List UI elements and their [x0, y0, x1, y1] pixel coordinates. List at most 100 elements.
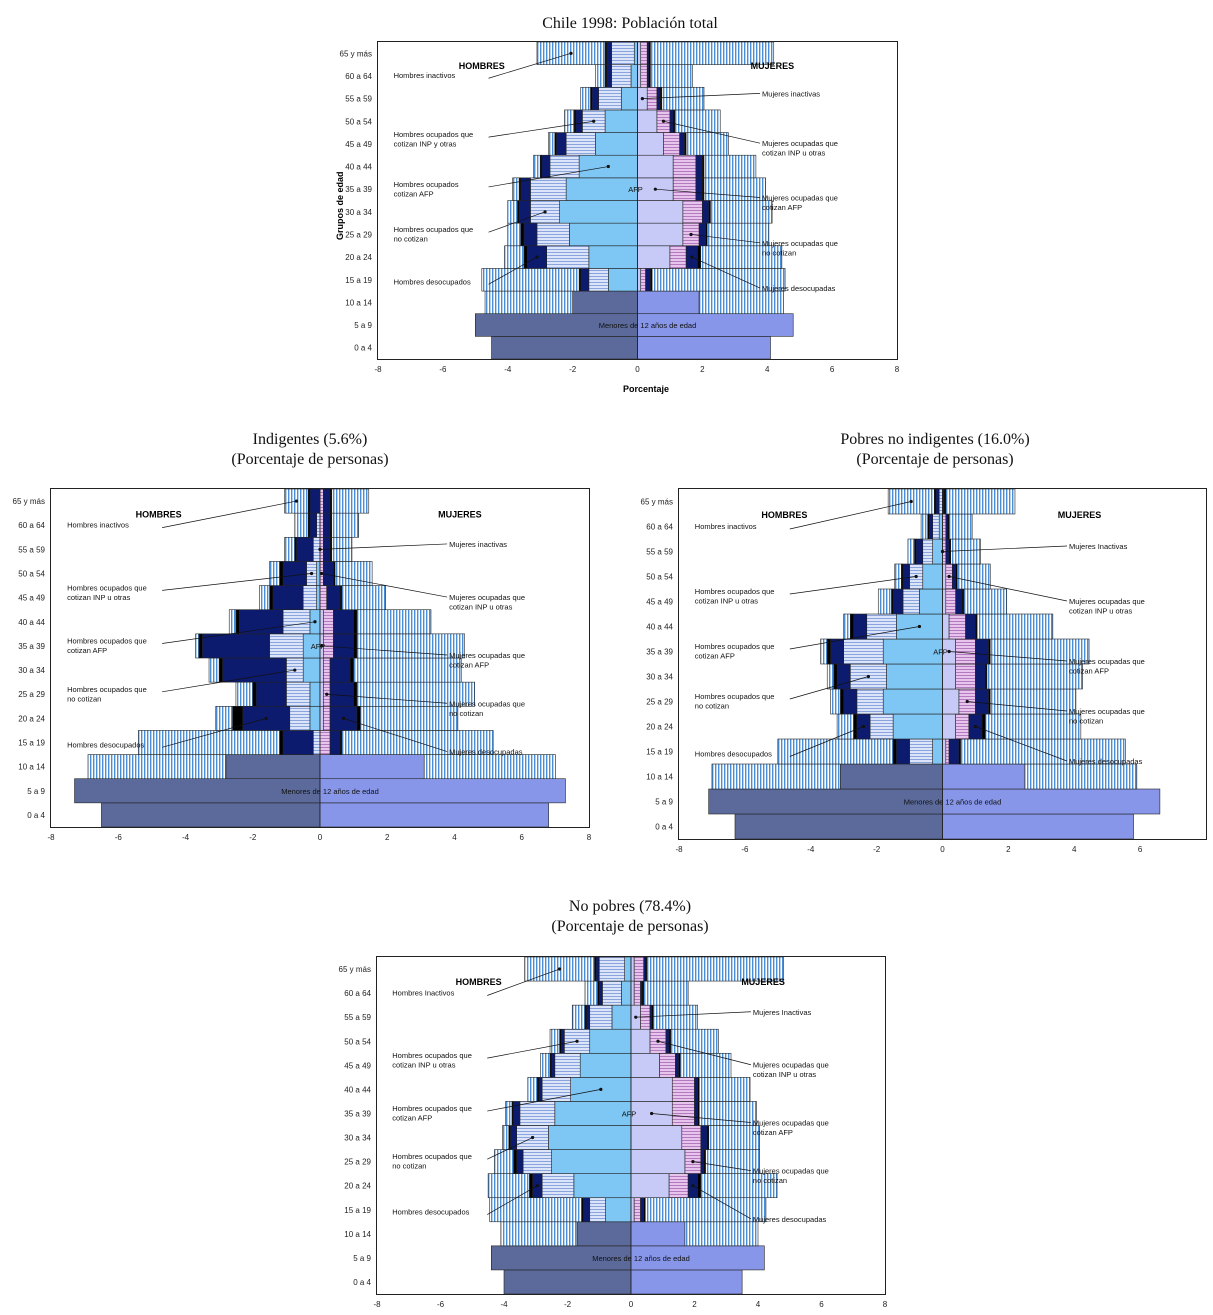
bar-women-inactivos: [700, 1173, 778, 1199]
annotation-women: Mujeres ocupadas que cotizan AFP: [1069, 657, 1145, 676]
bar-women-inactivos: [644, 1197, 767, 1223]
y-tick-label: 5 a 9: [27, 787, 45, 796]
bar-women-afp: [942, 663, 956, 690]
x-tick-label: -4: [182, 833, 190, 842]
bar-women-no-cotizan: [329, 730, 341, 755]
bar-men-no-cotizan: [580, 268, 590, 292]
annotation-arrow: [487, 1185, 538, 1215]
bar-men-no-cotizan: [255, 681, 287, 707]
x-tick-label: -8: [374, 365, 382, 374]
bar-women-menores: [319, 778, 566, 804]
bar-women-inp: [948, 613, 966, 640]
annotation-arrow: [162, 669, 295, 693]
bar-men-menores: [491, 1245, 632, 1271]
annotation-arrow: [488, 52, 572, 79]
bar-men-inp: [856, 688, 884, 715]
y-tick-label: 25 a 29: [344, 1158, 371, 1167]
bar-men-no-cotizan: [222, 657, 287, 683]
annotation-arrow: [655, 188, 761, 198]
y-tick-label: 35 a 39: [345, 185, 372, 194]
bar-men-menores: [491, 336, 638, 360]
bar-men-menores: [734, 813, 943, 840]
x-tick-label: -4: [500, 1300, 508, 1309]
annotation-arrow: [488, 166, 609, 188]
bar-men-inp: [922, 538, 933, 565]
y-tick-label: 45 a 49: [345, 140, 372, 149]
annotation-arrow: [949, 576, 1068, 602]
annotation-arrowhead: [940, 549, 945, 554]
bar-men-afp: [611, 1004, 632, 1030]
afp-label: AFP: [628, 185, 643, 194]
bar-women-inactivos: [643, 980, 689, 1006]
annotation-arrow: [657, 1040, 752, 1066]
bar-women-no-cotizan: [955, 588, 963, 615]
title-pobres-line2: (Porcentaje de personas): [856, 451, 1014, 468]
chart-pobres-svg: -8 -6 -4 -2 0 2 4 6 0 a 4 5 a 9 10 a 14 15 a 19 20 a…: [641, 488, 1161, 854]
x-tick-label: 2: [1006, 845, 1011, 854]
bar-men-no-cotizan: [598, 980, 603, 1006]
afp-label: AFP: [311, 642, 326, 651]
bar-men-inp: [316, 512, 321, 538]
x-tick-label: 2: [700, 365, 705, 374]
bar-men-inactivos: [487, 1173, 530, 1199]
annotation-women: Mujeres ocupadas que no cotizan: [753, 1167, 829, 1186]
menores-label: Menores de 12 años de edad: [592, 1254, 690, 1263]
bar-men-inactivos: [512, 177, 520, 201]
bar-men-inp: [549, 154, 580, 179]
bar-men-afp: [624, 956, 632, 982]
bar-women-afp: [319, 705, 324, 731]
bar-women-desocupados: [697, 1173, 702, 1199]
bar-women-inp: [955, 638, 976, 665]
bar-men-inp: [866, 613, 897, 640]
x-tick-label: -6: [437, 1300, 445, 1309]
annotation-women: Mujeres inactivas: [762, 89, 820, 98]
y-tick-label: 20 a 24: [345, 253, 372, 262]
title-nopobres-line1: No pobres (78.4%): [568, 898, 692, 915]
bar-women-inp: [671, 1077, 695, 1102]
annotation-arrow: [487, 1089, 601, 1112]
annotation-arrowhead: [909, 499, 913, 504]
annotation-women: Mujeres ocupadas que cotizan INP u otras: [449, 593, 525, 612]
bar-men-afp: [548, 1125, 632, 1150]
bar-men-inp: [536, 222, 570, 247]
bar-women-menores: [630, 1245, 765, 1271]
bar-men-afp: [620, 86, 638, 111]
bar-men-inactivos: [595, 64, 606, 88]
y-tick-label: 15 a 19: [646, 748, 673, 757]
bar-women-desocupados: [697, 245, 702, 269]
title-indig-line1: Indigentes (5.6%): [252, 431, 368, 448]
y-tick-label: 10 a 14: [646, 773, 673, 782]
annotation-women: Mujeres desocupadas: [753, 1215, 827, 1224]
bar-women-inp: [640, 64, 648, 88]
y-tick-label: 45 a 49: [18, 594, 45, 603]
bar-men-afp: [922, 563, 943, 590]
bar-women-afp: [637, 132, 664, 156]
bar-men-no-cotizan: [935, 488, 940, 515]
bar-women-inp: [659, 1052, 676, 1078]
y-tick-label: 5 a 9: [655, 798, 673, 807]
annotation-arrowhead: [634, 1015, 638, 1019]
bar-women-inp: [640, 41, 648, 65]
bar-women-no-cotizan: [665, 1028, 670, 1054]
annotation-arrowhead: [320, 571, 324, 576]
bar-men-inp: [541, 1173, 575, 1199]
bar-men-no-cotizan: [296, 536, 314, 562]
x-tick-label: 2: [385, 833, 390, 842]
x-tick-label: 4: [1072, 845, 1077, 854]
bar-men-inactivos: [843, 613, 851, 640]
bar-men-inactivos: [259, 585, 270, 611]
bar-women-inp: [323, 657, 331, 683]
y-tick-label: 35 a 39: [18, 642, 45, 651]
bar-men-inactivos: [284, 536, 296, 562]
annotation-arrowhead: [592, 119, 596, 123]
bar-men-desocupados: [840, 688, 844, 715]
bar-men-no-cotizan: [853, 613, 868, 640]
bar-men-menores: [225, 754, 321, 780]
y-tick-label: 50 a 54: [345, 117, 372, 126]
bar-men-afp: [559, 200, 638, 224]
bar-men-inp: [269, 633, 304, 659]
bar-men-menores: [503, 1269, 632, 1295]
bar-women-inactivos: [331, 488, 370, 514]
bar-women-inactivos: [423, 754, 556, 780]
bar-men-no-cotizan: [518, 200, 531, 224]
